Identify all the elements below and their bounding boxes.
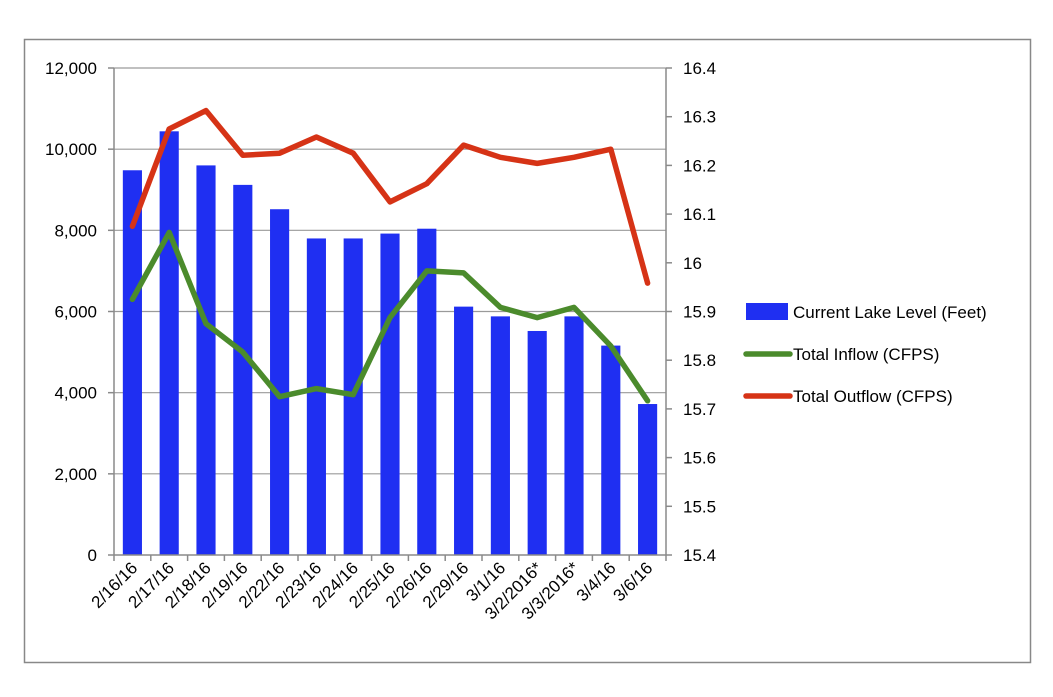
left-axis-tick-label: 4,000: [54, 384, 97, 403]
legend-label: Total Inflow (CFPS): [793, 345, 939, 364]
bar: [233, 184, 253, 555]
right-axis-tick-label: 16.2: [683, 156, 716, 175]
bar: [159, 131, 179, 555]
right-axis-tick-label: 15.6: [683, 449, 716, 468]
left-axis-tick-label: 10,000: [45, 140, 97, 159]
right-axis-tick-label: 16: [683, 254, 702, 273]
legend-swatch: [746, 303, 788, 320]
right-axis-tick-label: 16.1: [683, 205, 716, 224]
legend-label: Current Lake Level (Feet): [793, 303, 987, 322]
right-axis-tick-label: 15.9: [683, 303, 716, 322]
left-axis-tick-label: 6,000: [54, 303, 97, 322]
right-axis-tick-label: 15.5: [683, 497, 716, 516]
chart-frame: [23, 38, 1032, 664]
right-axis-tick-label: 15.7: [683, 400, 716, 419]
left-axis-tick-label: 12,000: [45, 59, 97, 78]
left-axis-tick-label: 2,000: [54, 465, 97, 484]
bar: [196, 165, 216, 555]
right-axis-tick-label: 15.8: [683, 351, 716, 370]
bar: [270, 209, 290, 556]
bar: [122, 170, 142, 555]
left-axis-tick-label: 0: [88, 546, 97, 565]
bar: [601, 345, 621, 555]
left-axis-tick-label: 8,000: [54, 221, 97, 240]
line-series: [129, 107, 651, 404]
bar: [417, 228, 437, 555]
bar: [564, 316, 584, 555]
right-axis-tick-label: 16.4: [683, 59, 716, 78]
bar: [380, 233, 400, 555]
bar: [454, 306, 474, 555]
bar: [527, 330, 547, 555]
bar: [306, 238, 326, 555]
legend: Current Lake Level (Feet) Total Inflow (C…: [743, 303, 987, 406]
right-axis-tick-label: 15.4: [683, 546, 716, 565]
legend-label: Total Outflow (CFPS): [793, 387, 953, 406]
bar: [638, 404, 658, 555]
bar: [490, 316, 510, 555]
right-axis-tick-label: 16.3: [683, 108, 716, 127]
